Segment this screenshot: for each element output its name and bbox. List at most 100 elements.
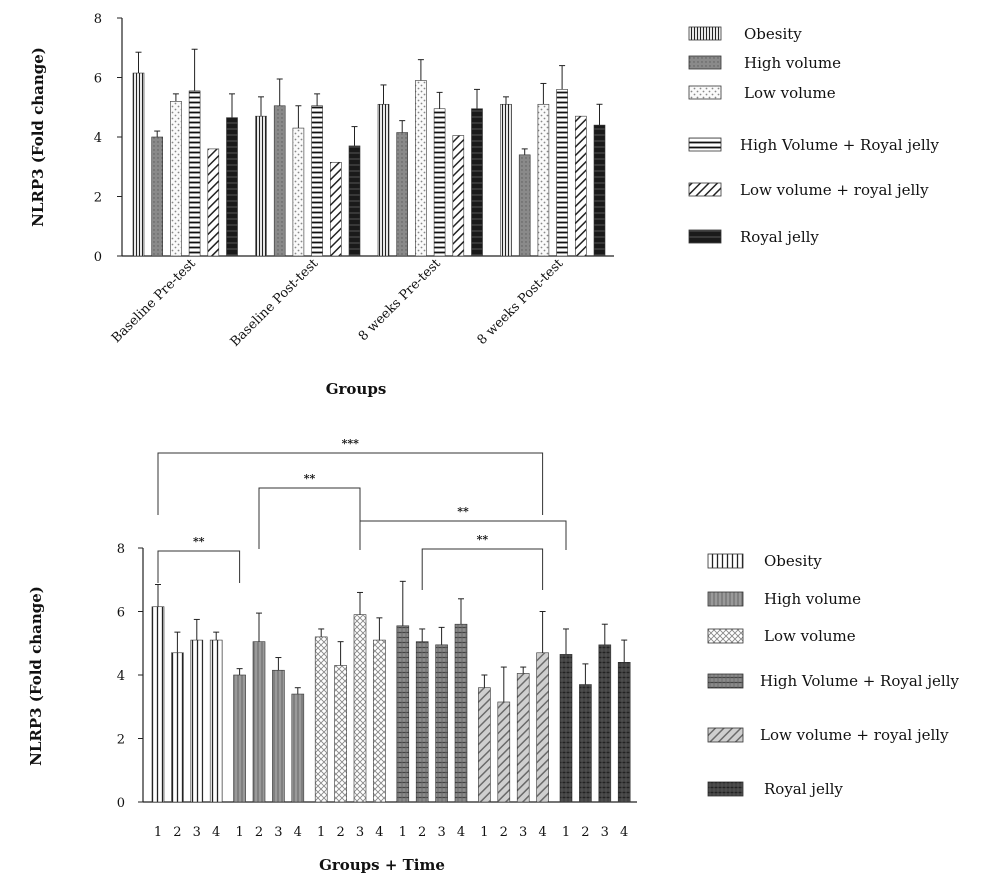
legend-swatch-obesity [707,553,744,569]
legend-swatch-high-volume-royal-jelly [688,137,722,152]
bar-obesity-baseline-post-test [255,115,267,257]
significance-bracket [359,520,567,550]
bar-low-volume-royal-jelly-baseline-pre-test [207,148,220,257]
bar-low-volume-royal-jelly-4 [536,652,549,803]
bar-high-volume-royal-jelly-8-weeks-post-test [556,89,568,257]
bar-high-volume-royal-jelly-baseline-pre-test [188,90,201,257]
legend-label-obesity: Obesity [744,25,802,43]
x-time-label: 4 [620,825,628,840]
bar-low-volume-3 [353,614,367,803]
legend-label-royal-jelly: Royal jelly [764,780,843,798]
x-time-label: 2 [500,825,508,840]
bar-low-volume-baseline-pre-test [170,101,182,257]
x-time-label: 2 [336,825,344,840]
legend-swatch-obesity [688,26,722,41]
significance-bracket [258,487,361,549]
bar-low-volume-royal-jelly-8-weeks-post-test [574,115,587,257]
x-time-label: 3 [519,825,527,840]
x-time-label: 1 [235,825,243,840]
bar-obesity-2 [171,652,184,803]
legend-swatch-low-volume [707,628,744,644]
bar-high-volume-8-weeks-post-test [518,154,531,257]
x-time-label: 2 [255,825,263,840]
x-time-label: 2 [173,825,181,840]
y-tick-label: 4 [117,669,125,684]
bar-low-volume-royal-jelly-baseline-post-test [329,161,342,257]
bar-royal-jelly-baseline-pre-test [226,117,238,257]
x-time-label: 1 [317,825,325,840]
x-time-label: 3 [437,825,445,840]
legend-swatch-high-volume [707,591,744,607]
significance-bracket [157,452,544,515]
bar-high-volume-royal-jelly-3 [435,644,448,803]
x-time-label: 4 [457,825,465,840]
bar-obesity-3 [190,639,204,803]
y-tick-label: 8 [94,12,102,27]
bar-high-volume-royal-jelly-baseline-post-test [311,105,323,257]
legend-swatch-royal-jelly [707,781,744,797]
bar-low-volume-4 [373,639,386,803]
x-time-label: 1 [562,825,570,840]
x-category-label: Baseline Pre-test [109,256,199,346]
bar-obesity-baseline-pre-test [132,72,145,257]
x-time-label: 3 [193,825,201,840]
bar-low-volume-8-weeks-post-test [537,103,550,257]
bar-low-volume-8-weeks-pre-test [415,80,427,257]
bar-royal-jelly-8-weeks-post-test [593,124,606,257]
bar-obesity-8-weeks-pre-test [377,103,390,257]
legend-label-obesity: Obesity [764,552,822,570]
legend-label-royal-jelly: Royal jelly [740,228,819,246]
x-time-label: 4 [538,825,546,840]
y-tick-label: 2 [117,733,125,748]
bar-high-volume-baseline-pre-test [151,136,163,257]
legend-swatch-low-volume-royal-jelly [707,727,744,743]
legend-swatch-royal-jelly [688,229,722,244]
legend-swatch-low-volume [688,85,722,100]
x-time-label: 3 [356,825,364,840]
legend-label-low-volume-royal-jelly: Low volume + royal jelly [740,181,929,199]
top-chart: 0 2 4 6 8 NLRP3 (Fold change) Groups Baseline P… [29,12,939,398]
bar-obesity-1 [151,606,165,803]
bar-royal-jelly-baseline-post-test [348,145,361,257]
bar-royal-jelly-8-weeks-pre-test [471,108,483,257]
legend-label-low-volume: Low volume [744,84,836,102]
bar-high-volume-royal-jelly-1 [396,625,410,803]
y-tick-label: 6 [94,72,102,87]
y-axis-title: NLRP3 (Fold change) [27,586,45,766]
bar-high-volume-4 [291,693,305,803]
bar-low-volume-2 [334,665,347,803]
bar-low-volume-royal-jelly-3 [516,673,530,803]
x-category-label: Baseline Post-test [228,256,322,350]
y-tick-label: 8 [117,542,125,557]
bar-high-volume-royal-jelly-8-weeks-pre-test [433,108,446,257]
y-tick-label: 6 [117,606,125,621]
x-axis-title: Groups [326,380,387,398]
y-tick-label: 4 [94,131,102,146]
significance-bracket [157,550,241,583]
legend-label-high-volume-royal-jelly: High Volume + Royal jelly [760,672,959,690]
x-time-label: 1 [480,825,488,840]
legend-label-high-volume: High volume [744,54,841,72]
significance-label: ** [304,472,316,485]
bar-low-volume-royal-jelly-1 [478,687,491,803]
legend-swatch-low-volume-royal-jelly [688,182,722,197]
x-time-label: 4 [294,825,302,840]
y-tick-label: 0 [94,250,102,265]
legend-label-low-volume-royal-jelly: Low volume + royal jelly [760,726,949,744]
x-category-label: 8 weeks Post-test [475,256,567,348]
bar-high-volume-royal-jelly-2 [415,641,429,803]
y-tick-label: 2 [94,191,102,206]
legend-label-high-volume: High volume [764,590,861,608]
bar-royal-jelly-1 [559,654,573,803]
bar-low-volume-1 [314,636,328,803]
significance-bracket [421,548,544,590]
bar-high-volume-baseline-post-test [273,105,286,257]
bar-royal-jelly-2 [579,684,592,803]
significance-label: ** [193,535,205,548]
bar-low-volume-baseline-post-test [292,127,305,257]
bar-low-volume-royal-jelly-2 [497,701,511,803]
x-time-label: 1 [154,825,162,840]
bar-obesity-8-weeks-post-test [500,103,512,257]
x-time-label: 3 [601,825,609,840]
